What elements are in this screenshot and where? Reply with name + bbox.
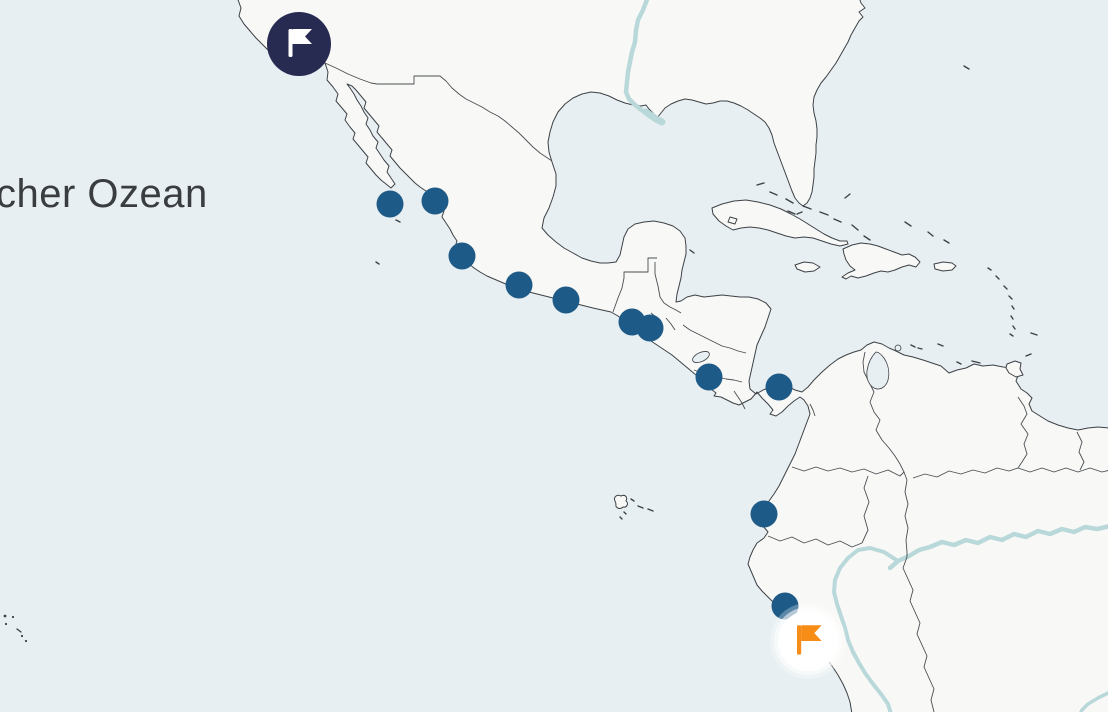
mississippi-delta xyxy=(642,108,666,126)
puerto-rico-island xyxy=(933,261,957,272)
galapagos-main-island xyxy=(614,494,628,509)
route-stop-dot[interactable] xyxy=(505,271,533,299)
jamaica-island xyxy=(794,261,821,273)
start-flag-icon xyxy=(288,29,312,57)
route-stop-dot[interactable] xyxy=(552,286,580,314)
galapagos-small-islands xyxy=(619,498,654,520)
ucayali-river xyxy=(832,546,900,712)
lake-valencia xyxy=(894,344,902,352)
lesser-antilles-islands xyxy=(987,267,1038,337)
lake-nicaragua xyxy=(692,351,710,363)
bermuda-island xyxy=(963,65,970,70)
end-marker-circle xyxy=(778,611,838,671)
islas-marias xyxy=(375,219,401,265)
route-stop-dot[interactable] xyxy=(376,190,404,218)
trinidad-island xyxy=(1005,360,1024,378)
route-stop-dot[interactable] xyxy=(636,314,664,342)
lake-maracaibo xyxy=(866,351,890,390)
route-stop-dot[interactable] xyxy=(750,500,778,528)
continent-outline xyxy=(237,0,1108,712)
hispaniola-island xyxy=(841,242,921,280)
rivers-layer xyxy=(623,0,1108,712)
lakes-layer xyxy=(692,344,902,390)
route-stop-dot[interactable] xyxy=(421,187,449,215)
borders-layer xyxy=(324,62,1108,712)
route-stops-layer xyxy=(376,187,799,620)
isla-juventud xyxy=(727,216,738,225)
route-stop-dot[interactable] xyxy=(695,363,723,391)
end-flag-icon xyxy=(796,625,822,655)
venezuela-offshore-islands xyxy=(910,343,1032,365)
landmass-layer xyxy=(237,0,1108,712)
amazon-river xyxy=(887,524,1108,571)
pacific-islets xyxy=(3,614,28,643)
route-stop-dot[interactable] xyxy=(448,242,476,270)
ocean-label: cher Ozean xyxy=(0,172,208,216)
route-stop-dot[interactable] xyxy=(765,373,793,401)
madeira-river xyxy=(1079,691,1108,712)
cozumel-island xyxy=(689,249,695,254)
end-flag-marker[interactable] xyxy=(770,603,846,679)
cuba-island xyxy=(711,199,849,247)
islands-layer xyxy=(3,65,1038,643)
us-mexico-border xyxy=(324,62,553,162)
south-america-borders xyxy=(767,351,1108,712)
bahamas-islands xyxy=(756,182,950,244)
start-flag-marker[interactable] xyxy=(267,12,331,76)
florida-keys xyxy=(787,210,803,215)
mississippi-river xyxy=(623,0,654,120)
